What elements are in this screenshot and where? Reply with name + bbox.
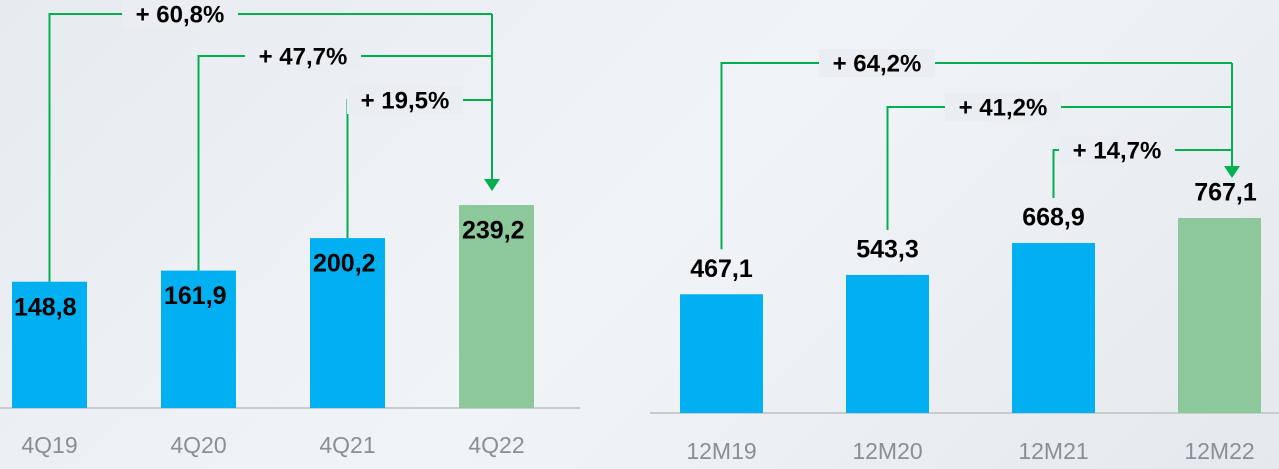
growth-label: + 64,2% [833, 50, 922, 77]
annotation-bg [1059, 136, 1175, 164]
bar [310, 238, 385, 408]
annotation-bg [819, 49, 935, 77]
arrow-head [1224, 166, 1240, 178]
category-label: 4Q19 [21, 432, 77, 458]
bar [1012, 242, 1095, 413]
value-label: 148,8 [14, 293, 77, 321]
value-label: 161,9 [164, 282, 227, 310]
value-label: 200,2 [313, 250, 376, 278]
category-label: 12M21 [1018, 438, 1088, 464]
value-label: 467,1 [690, 255, 753, 283]
value-label: 668,9 [1022, 204, 1085, 232]
value-label: 767,1 [1194, 179, 1257, 207]
growth-label: + 19,5% [361, 87, 450, 114]
category-label: 4Q22 [468, 432, 524, 458]
connector [48, 13, 492, 282]
connector [720, 62, 1232, 250]
category-label: 4Q21 [319, 432, 375, 458]
growth-label: + 14,7% [1073, 137, 1162, 164]
bar [161, 270, 236, 408]
growth-label: + 47,7% [259, 43, 348, 70]
growth-label: + 60,8% [136, 1, 225, 28]
bar [459, 205, 534, 408]
growth-label: + 41,2% [959, 94, 1048, 121]
bar [1178, 218, 1261, 413]
bar [12, 281, 87, 408]
annotation-bg [347, 86, 463, 114]
annotation-bg [245, 42, 361, 70]
arrow-head [484, 179, 500, 191]
bar [680, 294, 763, 413]
bar [846, 274, 929, 413]
category-label: 12M19 [686, 438, 756, 464]
annotation-bg [945, 93, 1061, 121]
annotation-bg [122, 0, 238, 28]
connector [886, 106, 1232, 230]
category-label: 12M20 [852, 438, 922, 464]
category-label: 4Q20 [170, 432, 226, 458]
value-label: 543,3 [856, 236, 919, 264]
category-label: 12M22 [1184, 438, 1254, 464]
connector [197, 55, 492, 271]
value-label: 239,2 [462, 217, 525, 245]
